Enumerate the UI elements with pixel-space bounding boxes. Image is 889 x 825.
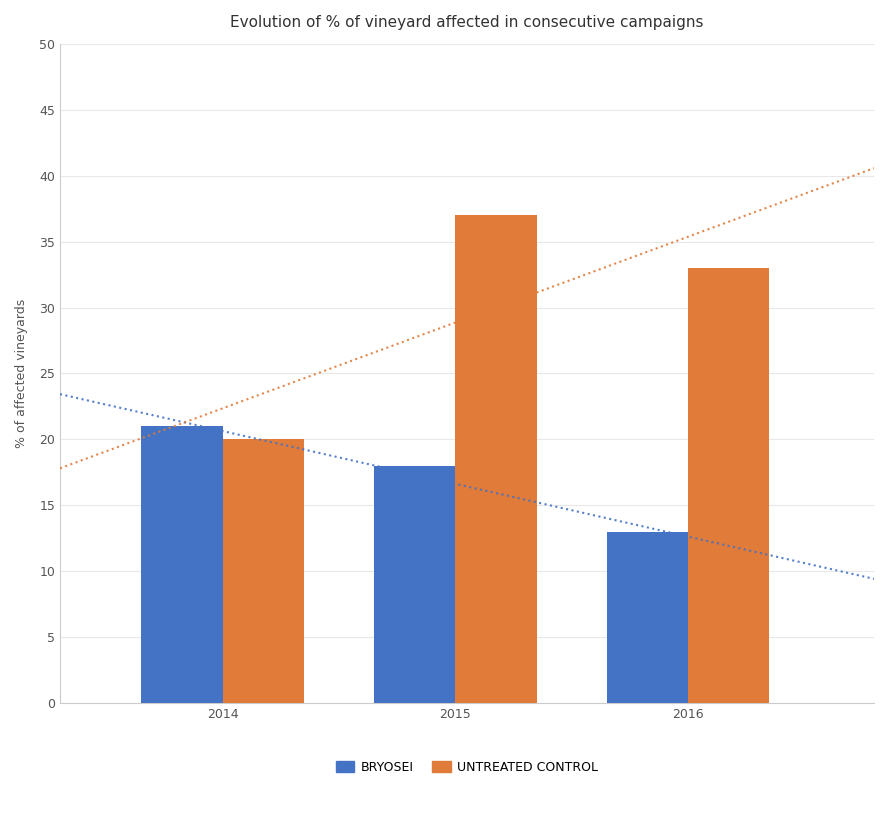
Bar [688, 268, 769, 703]
Bar [455, 215, 537, 703]
Y-axis label: % of affected vineyards: % of affected vineyards [15, 299, 28, 448]
Title: Evolution of % of vineyard affected in consecutive campaigns: Evolution of % of vineyard affected in c… [230, 15, 704, 30]
Bar [223, 440, 304, 703]
Bar [374, 466, 455, 703]
Bar [141, 427, 223, 703]
Legend: BRYOSEI, UNTREATED CONTROL: BRYOSEI, UNTREATED CONTROL [331, 756, 604, 779]
Bar [606, 532, 688, 703]
